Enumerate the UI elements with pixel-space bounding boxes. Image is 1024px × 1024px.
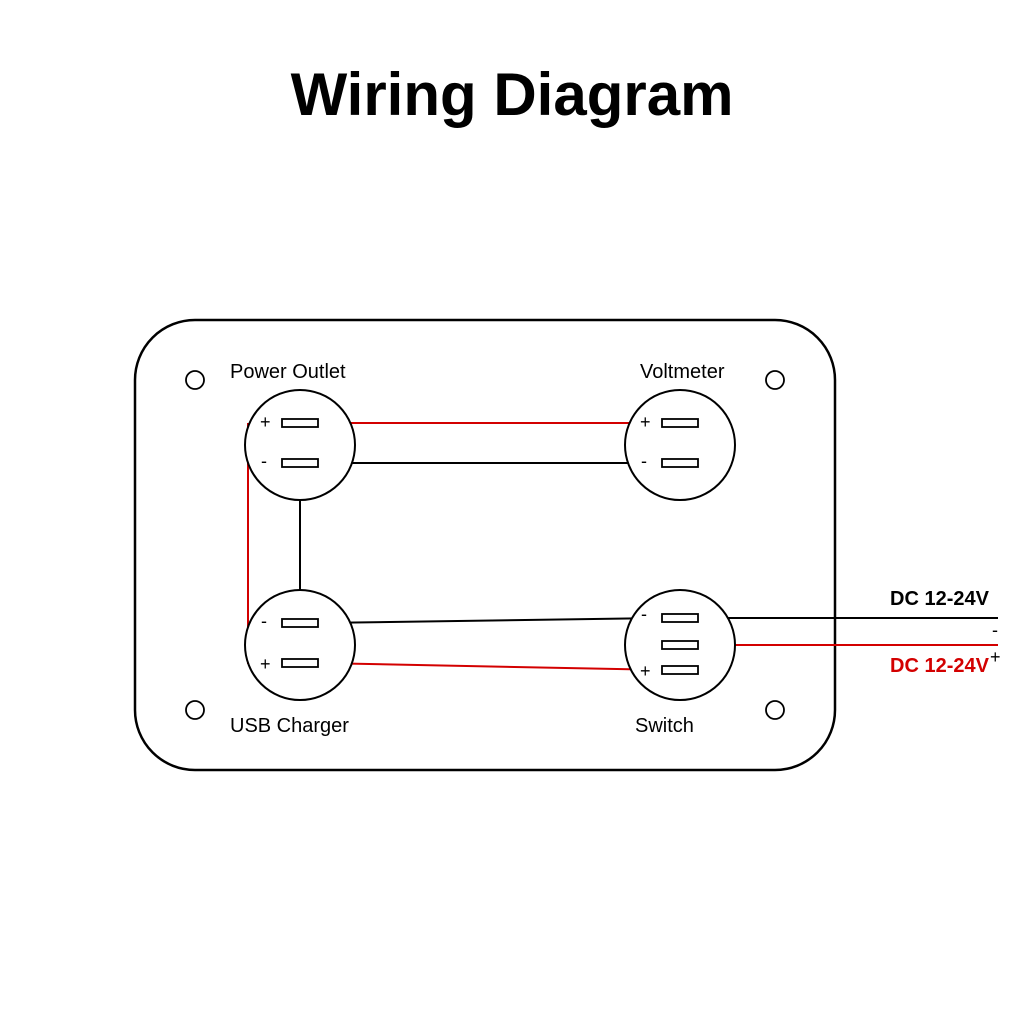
minus-sign: - — [641, 604, 647, 624]
plus-sign: + — [990, 647, 1001, 667]
panel-outline — [135, 320, 835, 770]
terminal — [662, 666, 698, 674]
component-label: Voltmeter — [640, 361, 725, 383]
plus-sign: + — [260, 412, 271, 432]
component-switch: - + Switch — [625, 590, 735, 737]
dc-label-negative: DC 12-24V — [890, 588, 990, 610]
component-voltmeter: + - Voltmeter — [625, 361, 735, 500]
component-label: Switch — [635, 715, 694, 737]
dc-label-positive: DC 12-24V — [890, 655, 990, 677]
dc-labels-group: DC 12-24V-DC 12-24V+ — [890, 588, 1001, 677]
wire-negative — [318, 618, 664, 623]
terminal — [282, 459, 318, 467]
wiring-diagram-svg: +-Power Outlet+-Voltmeter-+USB Charger-+… — [0, 0, 1024, 1024]
terminal — [662, 419, 698, 427]
minus-sign: - — [641, 451, 647, 471]
terminal — [662, 614, 698, 622]
plus-sign: + — [640, 412, 651, 432]
minus-sign: - — [261, 451, 267, 471]
terminal — [282, 659, 318, 667]
plus-sign: + — [260, 654, 271, 674]
screw-hole — [186, 371, 204, 389]
components-group: +-Power Outlet+-Voltmeter-+USB Charger-+… — [230, 361, 735, 737]
minus-sign: - — [261, 611, 267, 631]
plus-sign: + — [640, 661, 651, 681]
component-label: USB Charger — [230, 715, 349, 737]
wires-group — [248, 423, 998, 670]
screw-hole — [766, 701, 784, 719]
screw-hole — [766, 371, 784, 389]
terminal — [662, 459, 698, 467]
terminal — [662, 641, 698, 649]
terminal — [282, 419, 318, 427]
wire-positive — [318, 663, 664, 670]
minus-sign: - — [992, 620, 998, 640]
terminal — [282, 619, 318, 627]
component-label: Power Outlet — [230, 361, 346, 383]
screw-hole — [186, 701, 204, 719]
